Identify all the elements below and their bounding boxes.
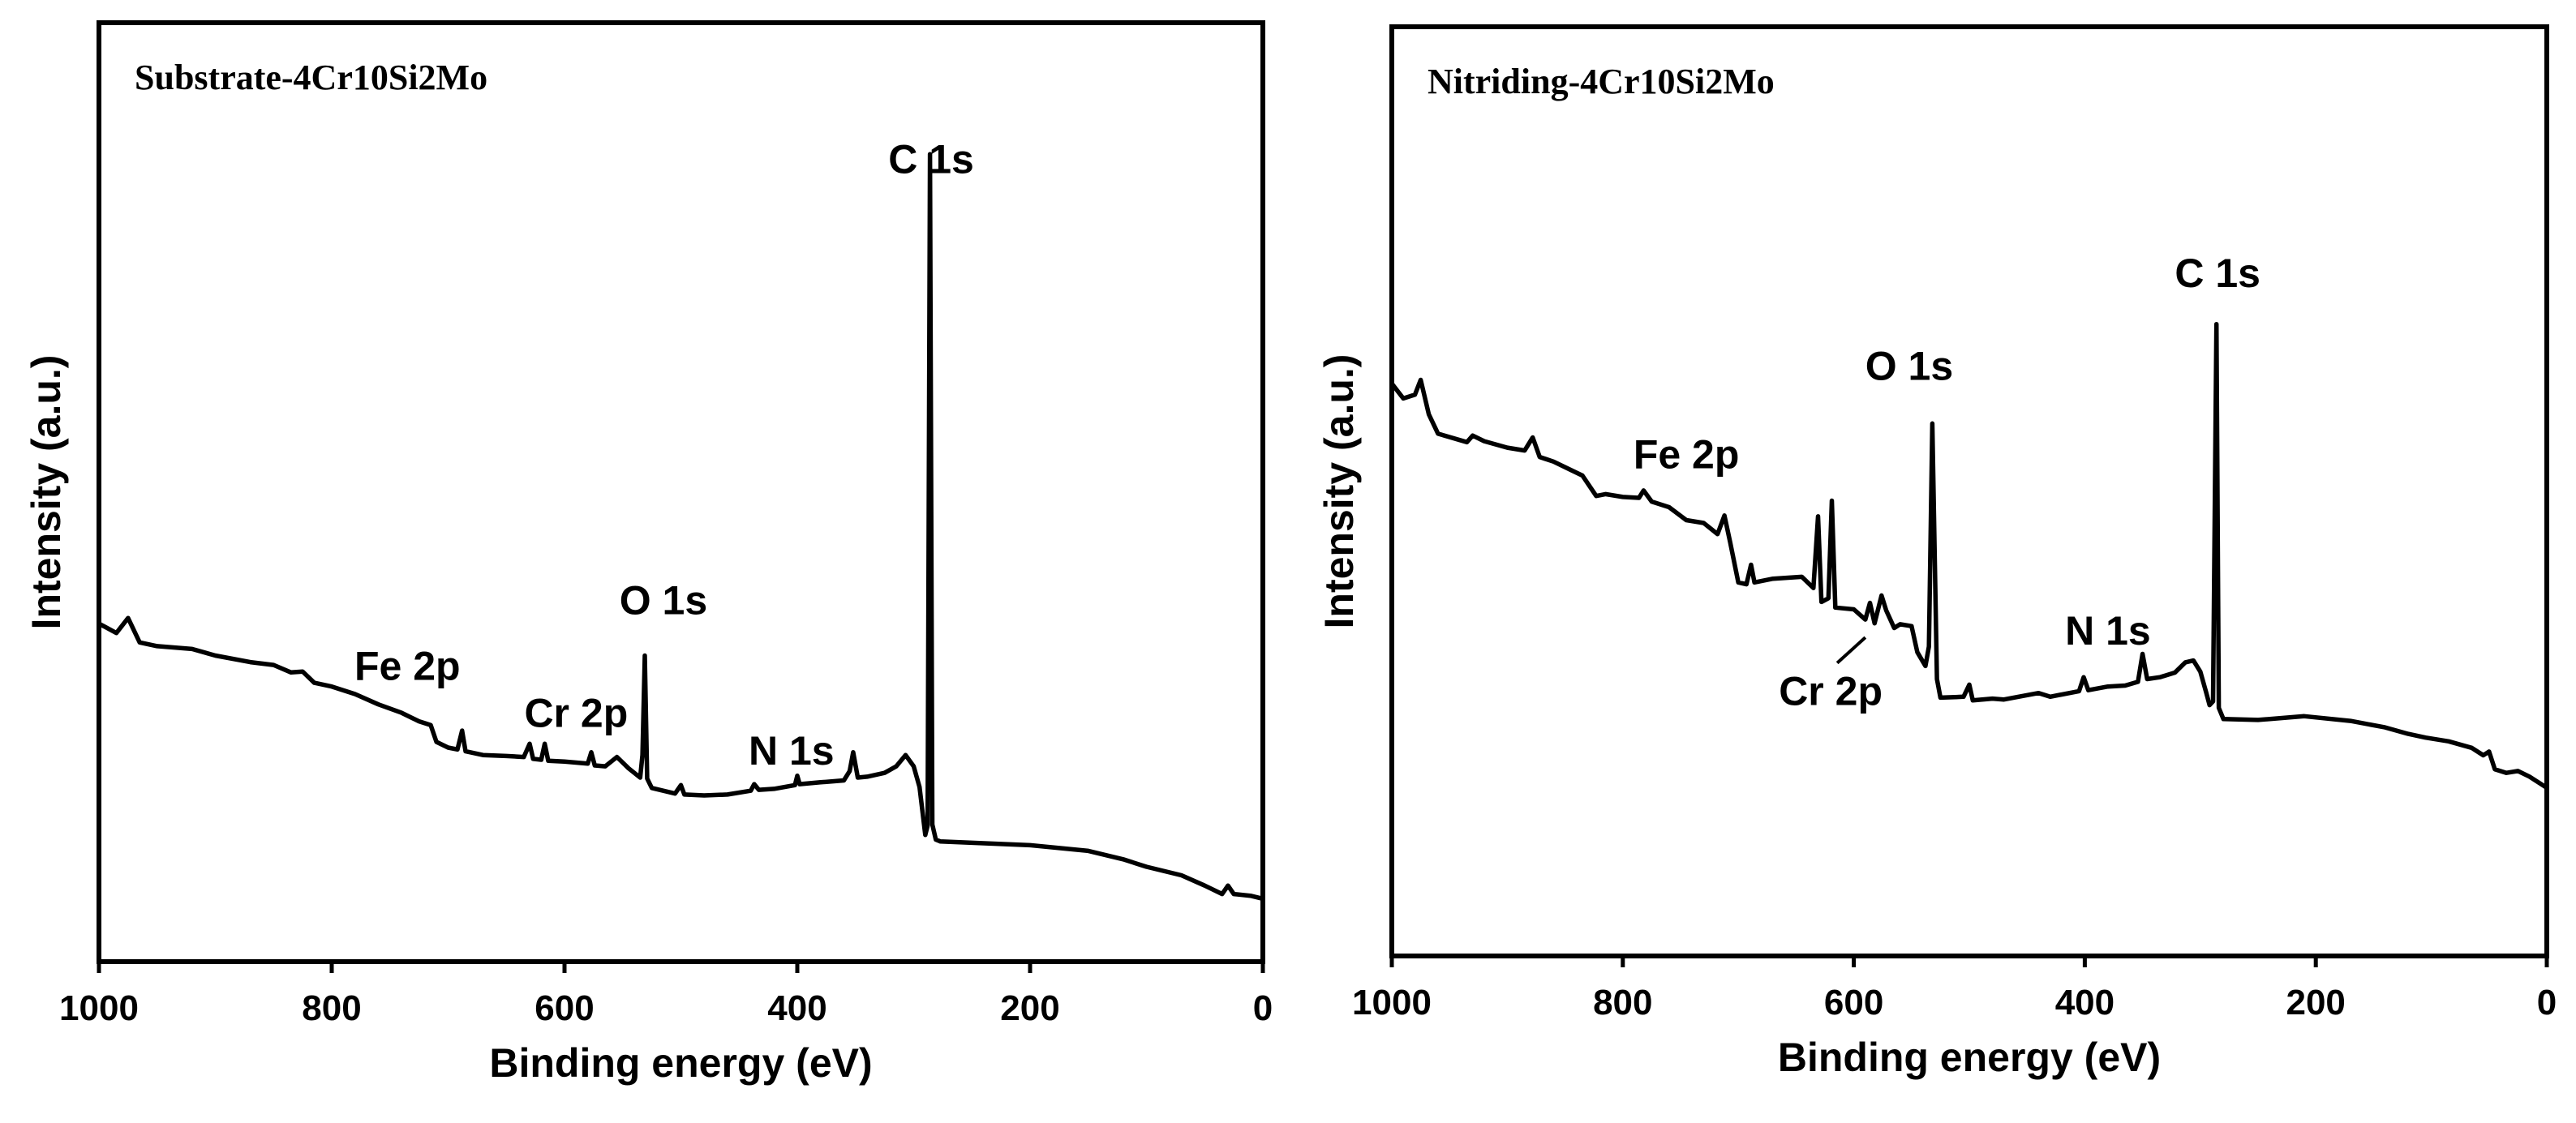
peak-label-c-1s: C 1s	[2175, 251, 2260, 296]
x-tick-label: 800	[302, 988, 361, 1028]
cr-2p-leader-line	[1835, 636, 1867, 665]
peak-label-cr-2p: Cr 2p	[524, 691, 628, 736]
peak-label-o-1s: O 1s	[620, 578, 707, 624]
peak-label-n-1s: N 1s	[749, 728, 835, 774]
y-axis-title: Intensity (a.u.)	[24, 355, 69, 630]
panel-nitriding: 1000 800 600 400 200 0 Binding energy (eV) Inte…	[1316, 24, 2557, 1080]
x-tick-label: 1000	[59, 988, 139, 1028]
panel-title: Nitriding-4Cr10Si2Mo	[1428, 62, 1775, 101]
x-axis-title: Binding energy (eV)	[1778, 1035, 2161, 1080]
peak-label-fe-2p: Fe 2p	[354, 644, 461, 689]
x-tick-label: 400	[767, 988, 826, 1028]
plot-frame	[1389, 24, 2549, 958]
x-tick-label: 600	[1824, 983, 1883, 1022]
peak-label-n-1s: N 1s	[2065, 608, 2151, 654]
peak-label-c-1s: C 1s	[888, 136, 974, 182]
y-axis-title: Intensity (a.u.)	[1316, 354, 1362, 629]
x-tick-label: 0	[1253, 988, 1273, 1028]
panel-title: Substrate-4Cr10Si2Mo	[135, 58, 487, 97]
x-tick-label: 800	[1593, 983, 1652, 1022]
spectrum-line	[1389, 321, 2548, 790]
plot-frame	[97, 20, 1265, 964]
x-tick-label: 200	[1000, 988, 1059, 1028]
x-axis-title: Binding energy (eV)	[489, 1040, 872, 1086]
x-tick-label: 1000	[1352, 983, 1432, 1022]
x-tick-label: 600	[535, 988, 594, 1028]
x-tick-label: 0	[2537, 983, 2557, 1022]
peak-label-cr-2p: Cr 2p	[1779, 669, 1883, 714]
spectrum-line	[97, 152, 1264, 902]
x-tick-label: 200	[2286, 983, 2345, 1022]
peak-label-o-1s: O 1s	[1865, 343, 1953, 388]
peak-label-fe-2p: Fe 2p	[1634, 431, 1740, 477]
panel-substrate: 1000 800 600 400 200 0 Binding energy (eV) Inte…	[24, 20, 1273, 1086]
x-tick-label: 400	[2055, 983, 2114, 1022]
